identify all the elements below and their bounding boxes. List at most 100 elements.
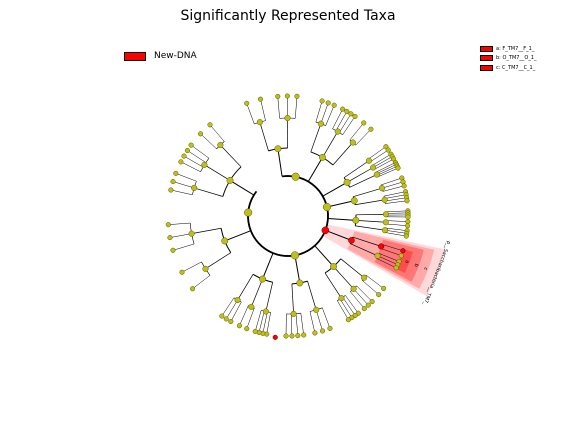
order-edge [355,219,386,223]
family-node [405,223,411,229]
family-edge [295,313,299,336]
family-edge [221,297,235,317]
family-node [301,332,307,338]
family-node [404,198,410,204]
phylum-4-class-node [296,279,304,287]
family-edge [262,311,268,334]
family-edge [335,111,348,131]
family-edge [378,252,400,262]
family-edge [375,162,396,173]
order-node [361,274,368,281]
family-node [188,142,194,148]
phylum-2-node [322,202,332,212]
family-edge [180,161,201,172]
family-edge [349,122,364,141]
family-edge [384,194,407,199]
family-node [405,214,411,220]
family-node [319,98,325,104]
family-node [361,306,367,312]
family-node [365,302,371,308]
phylum-1-class-node [319,153,326,161]
family-edge [367,146,387,160]
phylum-1-class-node [274,145,282,153]
taxa-legend-swatch-a [480,45,493,52]
phylum-3-class-node [348,237,355,244]
family-edge [376,164,397,175]
family-edge [350,291,365,309]
family-node [184,147,190,154]
order-edge [332,142,354,166]
family-edge [169,233,192,238]
family-node [401,183,407,189]
order-edge [355,199,385,206]
order-node [350,285,357,292]
label-order: b [413,263,420,268]
family-edge [192,275,211,289]
order-edge [343,160,370,178]
family-edge [353,288,369,306]
family-node [189,286,196,292]
family-node [228,318,234,325]
order-node [284,114,291,122]
family-node [327,325,333,331]
family-edge [315,100,323,123]
family-edge [377,255,398,265]
order-edge [333,266,354,290]
phylum-4-class-node [259,275,266,283]
family-node [170,247,176,253]
family-edge [190,144,210,159]
family-edge [385,223,408,226]
family-edge [337,300,349,320]
taxa-legend-swatch-b [480,55,493,62]
order-node [381,227,389,234]
family-node [178,159,184,165]
family-edge [380,248,402,256]
order-node [201,161,208,168]
group-legend-label: New-DNA [154,51,197,61]
phylum-2-class-edge [326,200,355,208]
order-node [191,184,198,191]
phylum-2-class-node [343,178,351,186]
family-edge [209,124,225,142]
order-node [317,120,324,127]
family-node [361,120,367,126]
family-node [381,285,387,292]
order-node [370,164,377,171]
family-node [284,93,290,99]
family-edge [172,243,195,251]
family-node [168,187,174,193]
family-node [400,248,406,254]
family-edge [258,311,265,333]
order-edge [322,131,339,158]
order-node [334,128,341,135]
family-node [181,153,187,159]
family-node [369,299,375,305]
family-edge [246,103,255,125]
family-edge [369,149,389,163]
family-node [344,108,350,114]
family-edge [385,200,408,204]
family-edge [380,177,402,186]
family-edge [226,299,238,320]
phylum-3-class-edge [325,229,352,241]
order-node [373,171,380,178]
family-node [348,111,354,117]
family-edge [309,311,316,334]
family-edge [175,173,197,182]
order-node [381,196,388,203]
order-edge [259,122,269,151]
sector-family [395,249,413,273]
family-edge [254,310,262,332]
phylum-2-class-edge [322,181,348,197]
family-edge [187,150,207,163]
order-edge [307,281,317,310]
family-edge [295,96,298,119]
family-edge [361,280,379,295]
family-edge [300,313,304,336]
family-edge [266,312,271,335]
family-node [352,113,358,119]
phylum-5-class-edge [224,230,251,242]
order-edge [191,227,222,234]
family-edge [345,295,359,314]
